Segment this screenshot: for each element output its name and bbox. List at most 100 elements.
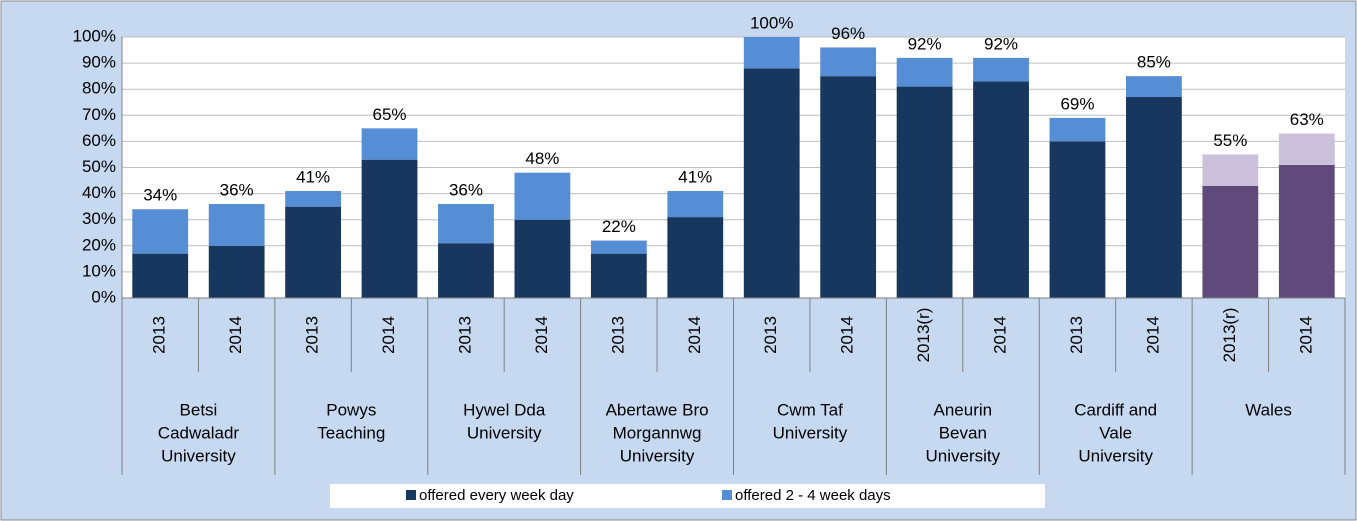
bar-segment [1049,117,1106,142]
total-label: 36% [220,181,254,200]
total-label: 96% [831,24,865,43]
x-tick-label: 2013(r) [1220,308,1239,363]
y-tick-label: 30% [82,209,116,228]
y-tick-label: 100% [73,26,116,45]
bar-segment [361,159,418,298]
bar-segment [820,76,877,299]
bar-segment [590,240,647,254]
legend [330,484,1045,508]
y-tick-label: 40% [82,183,116,202]
x-tick-label: 2013 [455,316,474,354]
bar-segment [438,204,494,244]
bar-segment [1278,164,1335,298]
group-label: Aneurin [934,400,993,419]
x-tick-label: 2014 [685,316,704,354]
y-tick-label: 50% [82,157,116,176]
y-tick-label: 0% [91,287,116,306]
group-label: Cwm Taf [777,400,843,419]
legend-swatch [406,490,416,500]
bar-segment [1202,185,1259,298]
group-label: Powys [326,400,376,419]
group-label: Teaching [317,423,385,442]
y-tick-label: 20% [82,235,116,254]
bar-segment [590,253,647,298]
bar-segment [820,47,877,77]
group-label: University [620,446,695,465]
total-label: 22% [602,217,636,236]
bar-segment [1126,97,1182,298]
bar-segment [208,245,265,298]
group-label: Betsi [180,400,218,419]
bar-segment [438,243,494,298]
x-tick-label: 2014 [379,316,398,354]
x-tick-label: 2013 [1067,316,1086,354]
group-label: University [161,446,236,465]
bar-segment [667,190,724,218]
group-label: Cardiff and [1074,400,1157,419]
total-label: 41% [678,167,712,186]
total-label: 69% [1060,94,1094,113]
x-tick-label: 2013 [303,316,322,354]
legend-swatch [722,490,732,500]
x-tick-label: 2013 [150,316,169,354]
group-label: Cadwaladr [158,423,240,442]
bar-segment [514,172,571,220]
total-label: 65% [373,105,407,124]
x-tick-label: 2014 [226,316,245,354]
group-label: University [926,446,1001,465]
bar-segment [896,57,953,87]
bar-segment [1202,154,1259,186]
group-label: Wales [1245,400,1292,419]
x-tick-label: 2013 [608,316,627,354]
bar-segment [285,206,341,298]
total-label: 100% [750,13,793,32]
bar-segment [1126,76,1182,98]
group-label: Abertawe Bro [606,400,709,419]
y-tick-label: 60% [82,131,116,150]
bar-segment [132,209,189,254]
bar-segment [743,68,800,298]
group-label: Morgannwg [613,423,702,442]
bar-segment [743,37,800,69]
y-tick-label: 90% [82,53,116,72]
bar-segment [285,190,341,207]
group-label: Vale [1099,423,1132,442]
total-label: 36% [449,181,483,200]
bar-segment [1278,133,1335,165]
bar-segment [1049,141,1106,298]
legend-label: offered every week day [419,487,574,504]
total-label: 63% [1290,110,1324,129]
y-tick-label: 70% [82,105,116,124]
x-tick-label: 2014 [1143,316,1162,354]
bar-segment [973,57,1029,82]
group-label: University [1078,446,1153,465]
y-tick-label: 10% [82,261,116,280]
bar-segment [973,81,1029,299]
group-label: Hywel Dda [463,400,546,419]
x-tick-label: 2014 [532,316,551,354]
total-label: 85% [1137,53,1171,72]
x-tick-label: 2013(r) [914,308,933,363]
legend-label: offered 2 - 4 week days [735,487,891,504]
bar-segment [514,219,571,298]
group-label: Bevan [939,423,987,442]
total-label: 41% [296,167,330,186]
x-tick-label: 2014 [991,316,1010,354]
x-tick-label: 2014 [1296,316,1315,354]
total-label: 55% [1213,131,1247,150]
bar-segment [132,253,189,298]
x-tick-label: 2013 [761,316,780,354]
bar-segment [667,217,724,298]
group-label: University [467,423,542,442]
total-label: 48% [525,149,559,168]
y-tick-label: 80% [82,79,116,98]
total-label: 92% [908,34,942,53]
bar-segment [361,128,418,160]
group-label: University [773,423,848,442]
total-label: 34% [143,186,177,205]
x-tick-label: 2014 [838,316,857,354]
bar-segment [208,204,265,246]
total-label: 92% [984,34,1018,53]
bar-segment [896,86,953,298]
